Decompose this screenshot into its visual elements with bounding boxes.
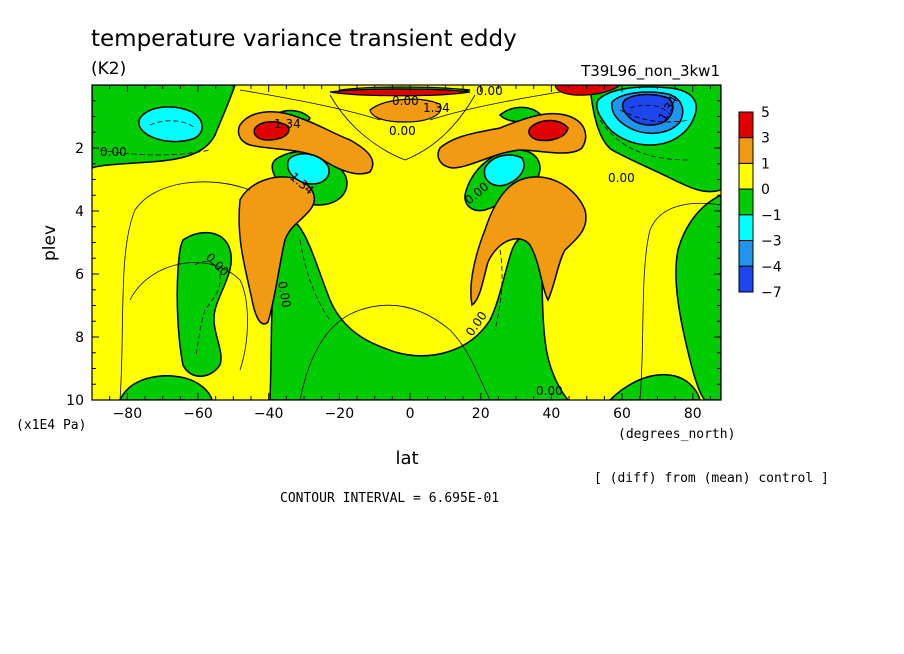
region-red-top-center (329, 88, 471, 97)
x-axis: −80 −60 −40 −20 0 20 40 60 80 (91, 85, 711, 422)
x-tick-label: 60 (613, 406, 631, 422)
region-darkblue-nh-top (621, 93, 674, 126)
x-tick-label: −60 (183, 406, 213, 422)
colorbar-label: 0 (761, 182, 770, 198)
colorbar-label: −7 (761, 285, 782, 301)
colorbar-swatch (738, 265, 754, 293)
colorbar-swatch (738, 111, 754, 139)
region-green-sh-bottom (119, 375, 213, 400)
colorbar-swatch (738, 214, 754, 242)
colorbar-label: −4 (761, 259, 782, 275)
x-tick-label: −20 (325, 406, 355, 422)
y-tick-label: 8 (75, 330, 84, 346)
colorbar-label: −1 (761, 208, 782, 224)
x-tick-label: −80 (113, 406, 143, 422)
colorbar-swatch (738, 240, 754, 267)
footnote: [ (diff) from (mean) control ] (594, 471, 829, 486)
contour-label: 0.00 (608, 171, 635, 185)
region-orange-top-center (369, 98, 442, 123)
x-tick-label: −40 (254, 406, 284, 422)
region-cyan-sh-top (138, 106, 203, 143)
contour-label: 0.00 (476, 84, 503, 98)
contour-label: 0.00 (100, 145, 127, 159)
chart-title: temperature variance transient eddy (91, 26, 517, 52)
x-tick-label: 40 (542, 406, 560, 422)
region-orange-nh-low (470, 176, 587, 307)
contour-interval: CONTOUR INTERVAL = 6.695E-01 (280, 491, 499, 506)
x-tick-label: 80 (684, 406, 702, 422)
region-green-bottom-right (608, 373, 701, 400)
plot-area (92, 85, 721, 400)
y-axis-label: plev (40, 225, 60, 261)
region-cyan-sh-mid (286, 153, 330, 185)
run-name: T39L96_non_3kw1 (580, 62, 720, 81)
contour-label: 0.00 (392, 94, 419, 108)
contour-label: 1.34 (274, 117, 301, 131)
colorbar-swatch (738, 162, 754, 190)
colorbar-swatch (738, 188, 754, 216)
region-cyan-nh-mid (483, 154, 525, 187)
colorbar-label: −3 (761, 234, 782, 250)
colorbar-swatch (738, 137, 754, 164)
colorbar-label: 5 (761, 105, 770, 121)
colorbar-label: 3 (761, 131, 770, 147)
thin-contours (119, 89, 721, 400)
x-tick-label: 20 (472, 406, 490, 422)
x-axis-units: (degrees_north) (618, 427, 735, 442)
region-red-sh (253, 121, 290, 141)
region-green-nh-right (675, 194, 721, 400)
x-tick-label: 0 (406, 406, 415, 422)
chart-units: (K2) (91, 59, 126, 79)
y-tick-label: 4 (75, 204, 84, 220)
colorbar-label: 1 (761, 156, 770, 172)
y-tick-label: 6 (75, 267, 84, 283)
y-axis: 2 4 6 8 10 (66, 100, 721, 409)
y-tick-label: 2 (75, 141, 84, 157)
region-red-top-right (554, 85, 621, 96)
contour-label: 0.00 (389, 124, 416, 138)
region-red-nh (528, 119, 569, 142)
contour-label: 0.00 (536, 384, 563, 398)
y-axis-units: (x1E4 Pa) (16, 418, 86, 433)
y-tick-label: 10 (66, 393, 84, 409)
x-axis-label: lat (395, 448, 418, 469)
contour-label: 1.34 (423, 101, 450, 115)
contour-label: 0.00 (275, 280, 293, 309)
dashed-contours (99, 104, 691, 356)
colorbar: 5 3 1 0 −1 −3 −4 −7 (738, 105, 782, 301)
